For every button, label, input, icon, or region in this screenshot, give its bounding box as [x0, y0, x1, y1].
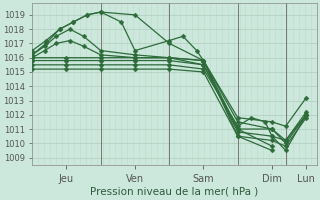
- X-axis label: Pression niveau de la mer( hPa ): Pression niveau de la mer( hPa ): [90, 187, 259, 197]
